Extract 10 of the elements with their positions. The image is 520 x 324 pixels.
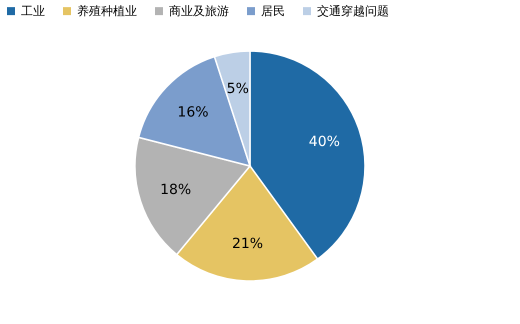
data-label: 16% xyxy=(177,104,209,120)
legend-label: 居民 xyxy=(261,4,285,18)
data-label: 40% xyxy=(308,134,340,150)
legend-label: 工业 xyxy=(21,4,45,18)
legend-label: 养殖种植业 xyxy=(77,4,137,18)
legend-label: 商业及旅游 xyxy=(169,4,229,18)
data-label: 21% xyxy=(232,236,264,252)
data-label: 5% xyxy=(226,80,249,97)
data-label: 18% xyxy=(160,182,192,198)
legend-label: 交通穿越问题 xyxy=(317,4,389,18)
